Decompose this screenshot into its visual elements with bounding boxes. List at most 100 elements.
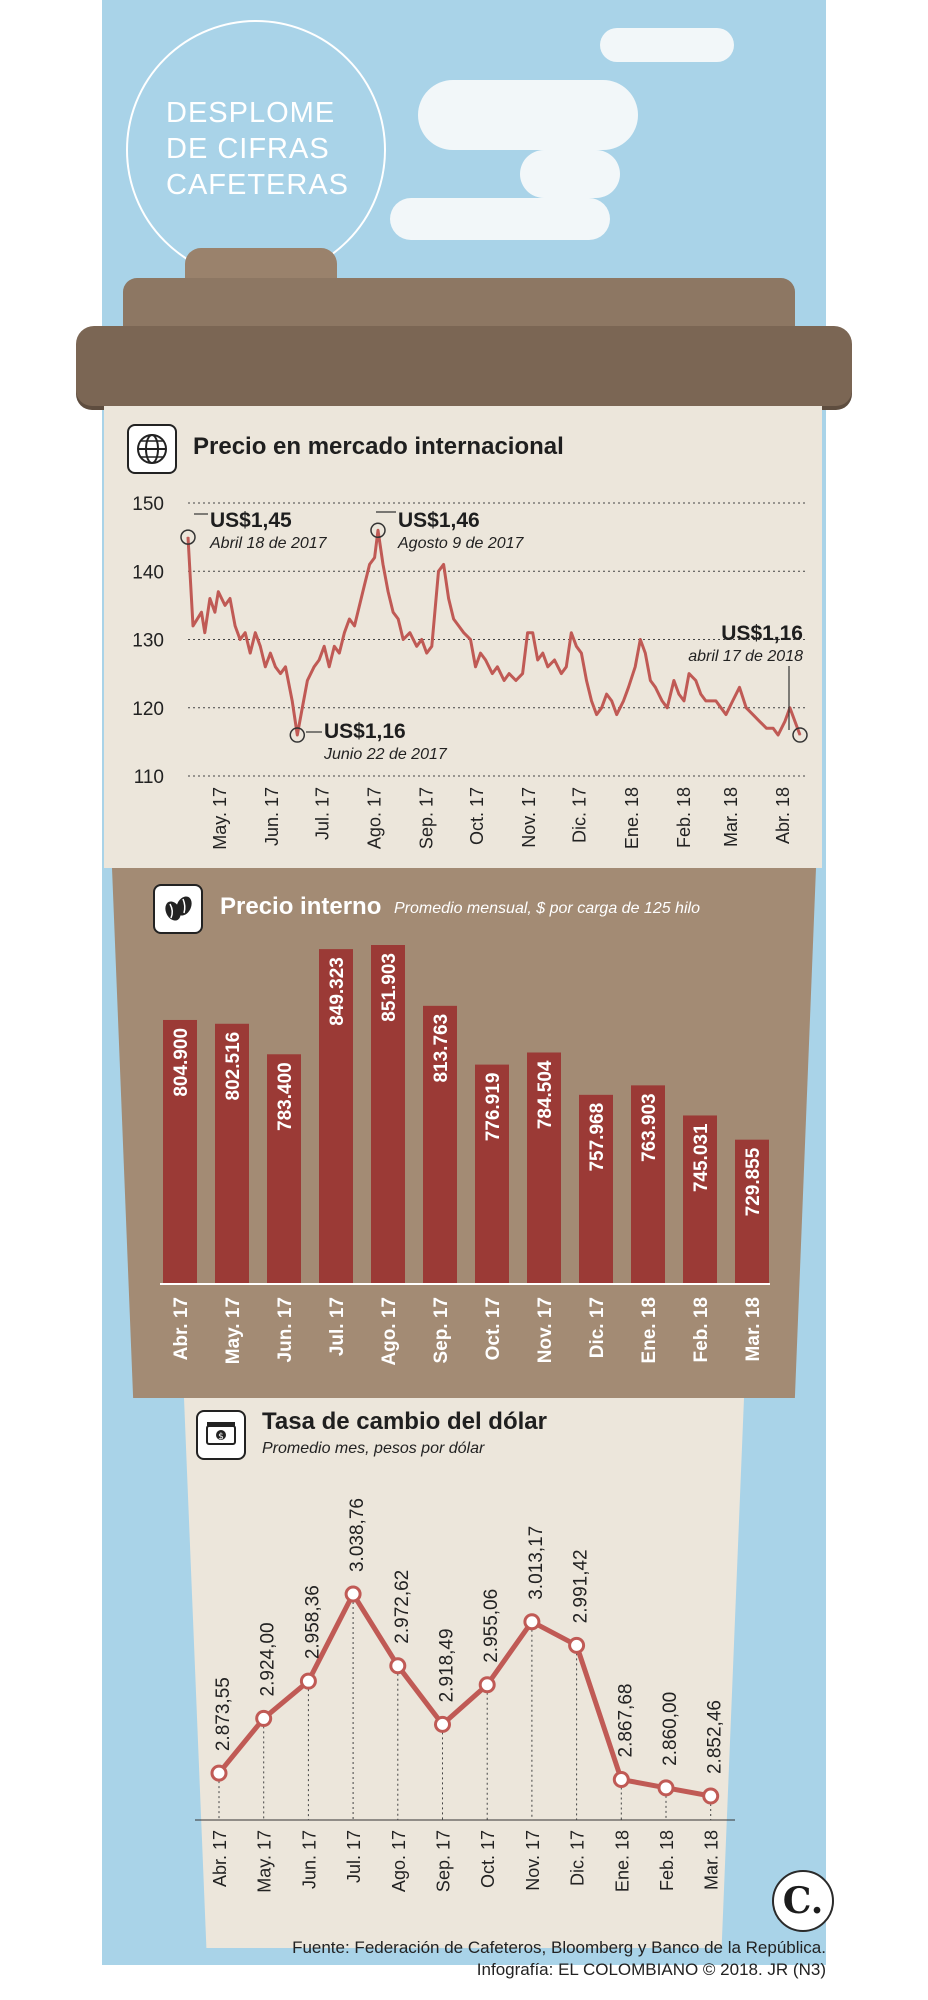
data-point <box>358 604 361 606</box>
category-label: Dic. 17 <box>587 1297 608 1358</box>
data-value-label: 2.918,49 <box>437 1628 458 1702</box>
data-point <box>217 591 219 593</box>
infographic-title: DESPLOME DE CIFRAS CAFETERAS <box>166 95 396 203</box>
data-point <box>224 604 226 606</box>
bar-value-label: 802.516 <box>223 1032 244 1101</box>
data-point <box>478 1676 496 1694</box>
category-label: Feb. 18 <box>691 1297 712 1362</box>
data-point <box>255 1709 273 1727</box>
data-point <box>348 618 351 620</box>
category-label: Ene. 18 <box>639 1297 660 1364</box>
bar <box>527 1052 561 1283</box>
title-line: DE CIFRAS <box>166 133 330 165</box>
bar-value-label: 729.855 <box>743 1147 764 1216</box>
el-colombiano-logo: C. <box>772 1870 834 1932</box>
annotation-date: Abril 18 de 2017 <box>209 535 328 552</box>
data-point <box>437 570 440 572</box>
data-point <box>611 700 613 702</box>
bar <box>683 1115 717 1283</box>
title-line: CAFETERAS <box>166 169 350 201</box>
x-tick-label: May. 17 <box>210 787 230 850</box>
data-point <box>702 1787 720 1805</box>
data-value-label: 2.924,00 <box>258 1622 279 1696</box>
data-point <box>442 563 445 566</box>
annotation-date: abril 17 de 2018 <box>688 648 803 665</box>
chart2-subtitle: Promedio mensual, $ por carga de 125 hil… <box>394 900 700 917</box>
data-point <box>532 632 534 634</box>
data-point <box>496 666 498 668</box>
data-point <box>229 597 231 600</box>
data-point <box>421 638 423 641</box>
y-tick-label: 150 <box>132 494 164 515</box>
cup-body-lower <box>184 1398 744 1948</box>
data-point <box>200 611 203 613</box>
data-point <box>434 1715 451 1733</box>
data-point <box>678 693 680 695</box>
data-value-label: 3.038,76 <box>347 1498 368 1572</box>
data-point <box>279 673 282 675</box>
bar-value-label: 783.400 <box>275 1062 296 1131</box>
data-point <box>409 632 411 634</box>
data-point <box>463 632 465 634</box>
data-point <box>627 686 630 688</box>
data-point <box>784 720 786 723</box>
category-label: Abr. 17 <box>171 1297 192 1360</box>
x-tick-label: Feb. 18 <box>674 787 694 848</box>
data-point <box>344 1585 362 1603</box>
credit-note: Infografía: EL COLOMBIANO © 2018. JR (N3… <box>476 1960 826 1979</box>
data-point <box>306 679 308 682</box>
data-point <box>580 652 583 654</box>
data-point <box>738 686 741 688</box>
banknote-icon: $ <box>196 1410 246 1460</box>
data-point <box>661 700 663 702</box>
data-point <box>542 652 544 654</box>
data-point <box>458 625 460 627</box>
data-value-label: 2.972,62 <box>392 1570 413 1644</box>
data-value-label: 2.991,42 <box>571 1549 592 1623</box>
x-tick-label: Ago. 17 <box>365 787 385 849</box>
data-point <box>249 652 251 654</box>
bar-value-label: 784.504 <box>535 1060 556 1129</box>
annotation-value: US$1,16 <box>324 720 406 743</box>
category-label: Mar. 18 <box>702 1830 722 1890</box>
series-line <box>217 1591 712 1799</box>
data-point <box>654 686 657 688</box>
chart1-title: Precio en mercado internacional <box>193 433 564 460</box>
data-point <box>192 625 194 627</box>
data-point <box>752 713 754 716</box>
x-tick-label: Jun. 17 <box>262 787 282 846</box>
data-point <box>515 679 517 682</box>
category-label: Jul. 17 <box>344 1830 364 1883</box>
category-label: Oct. 17 <box>478 1830 498 1888</box>
annotation-marker <box>289 727 306 743</box>
category-label: May. 17 <box>255 1830 275 1893</box>
category-label: Ago. 17 <box>389 1830 409 1892</box>
data-point <box>353 625 356 627</box>
data-point <box>720 707 722 709</box>
bar-value-label: 745.031 <box>691 1123 712 1192</box>
category-label: Jun. 17 <box>299 1830 319 1889</box>
data-point <box>214 611 216 613</box>
data-value-label: 2.860,00 <box>660 1692 681 1766</box>
coffee-beans-icon <box>153 884 203 934</box>
chart3-subtitle: Promedio mes, pesos por dólar <box>262 1440 485 1457</box>
data-point <box>622 700 625 702</box>
data-point <box>431 645 433 647</box>
data-point <box>204 632 206 634</box>
data-point <box>503 679 505 682</box>
data-point <box>585 679 588 682</box>
category-label: Sep. 17 <box>431 1297 452 1364</box>
data-point <box>765 727 767 729</box>
data-point <box>323 645 325 647</box>
bar <box>319 949 353 1283</box>
x-tick-label: Nov. 17 <box>519 787 539 848</box>
category-label: Feb. 18 <box>657 1830 677 1891</box>
bar-value-label: 763.903 <box>639 1093 660 1162</box>
data-point <box>710 700 712 702</box>
data-value-label: 2.873,55 <box>213 1677 234 1751</box>
data-point <box>683 700 685 702</box>
category-label: Oct. 17 <box>483 1297 504 1360</box>
data-point <box>239 638 241 641</box>
